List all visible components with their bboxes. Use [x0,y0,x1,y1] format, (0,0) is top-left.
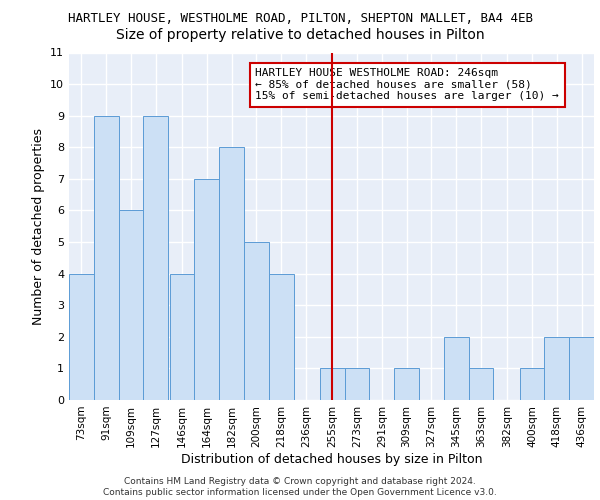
X-axis label: Distribution of detached houses by size in Pilton: Distribution of detached houses by size … [181,452,482,466]
Text: Contains public sector information licensed under the Open Government Licence v3: Contains public sector information licen… [103,488,497,497]
Bar [444,337,469,400]
Bar [344,368,370,400]
Bar [143,116,168,400]
Bar [219,148,244,400]
Text: HARTLEY HOUSE, WESTHOLME ROAD, PILTON, SHEPTON MALLET, BA4 4EB: HARTLEY HOUSE, WESTHOLME ROAD, PILTON, S… [67,12,533,26]
Bar [119,210,143,400]
Text: HARTLEY HOUSE WESTHOLME ROAD: 246sqm
← 85% of detached houses are smaller (58)
1: HARTLEY HOUSE WESTHOLME ROAD: 246sqm ← 8… [256,68,559,102]
Text: Contains HM Land Registry data © Crown copyright and database right 2024.: Contains HM Land Registry data © Crown c… [124,477,476,486]
Bar [320,368,344,400]
Bar [469,368,493,400]
Bar [244,242,269,400]
Bar [170,274,194,400]
Bar [269,274,293,400]
Bar [544,337,569,400]
Bar [69,274,94,400]
Text: Size of property relative to detached houses in Pilton: Size of property relative to detached ho… [116,28,484,42]
Y-axis label: Number of detached properties: Number of detached properties [32,128,44,325]
Bar [569,337,594,400]
Bar [394,368,419,400]
Bar [94,116,119,400]
Bar [520,368,544,400]
Bar [194,179,219,400]
